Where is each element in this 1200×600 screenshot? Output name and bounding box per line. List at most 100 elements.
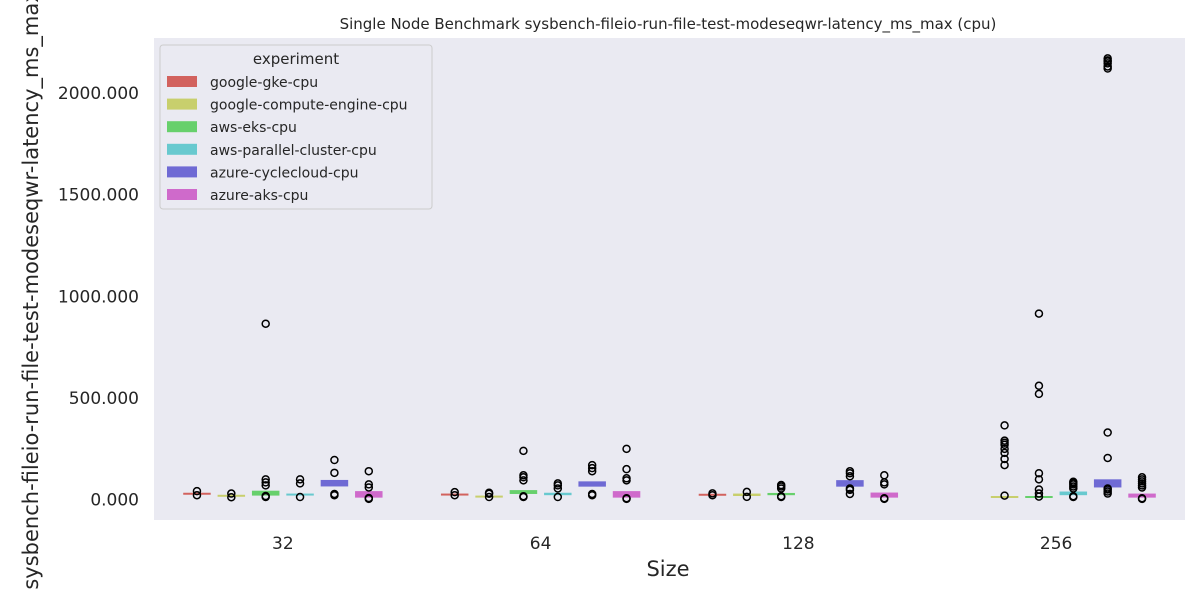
outlier-point (261, 491, 270, 501)
outlier-point (330, 455, 339, 465)
y-tick-label: 1000.000 (58, 287, 139, 307)
outlier-point (845, 484, 855, 493)
outlier-point (1034, 389, 1044, 399)
outlier-point (330, 489, 339, 499)
outlier-point (587, 463, 597, 473)
outlier-point (484, 488, 494, 497)
outlier-point (587, 489, 597, 499)
outlier-point (519, 476, 528, 485)
y-tick-label: 0.000 (90, 491, 139, 511)
legend-label: google-compute-engine-cpu (210, 98, 408, 114)
box-google-gke-cpu (698, 493, 727, 496)
chart-title: Single Node Benchmark sysbench-fileio-ru… (340, 15, 997, 34)
box-google-gke-cpu (440, 493, 469, 496)
outlier-point (776, 480, 786, 490)
outlier-point (1103, 62, 1112, 71)
outlier-point (1137, 473, 1147, 482)
x-axis-ticks: 32 64 128 256 (272, 534, 1072, 554)
outlier-point (1000, 448, 1009, 458)
outlier-point (450, 487, 459, 497)
outlier-point (622, 493, 631, 503)
outlier-point (519, 491, 528, 501)
outlier-point (364, 493, 374, 503)
box-plots (183, 54, 1156, 504)
legend-frame (159, 44, 433, 210)
legend: experiment google-gke-cpu google-compute-… (159, 44, 433, 210)
outlier-point (622, 474, 631, 483)
outlier-point (553, 484, 563, 493)
outlier-point (1034, 489, 1044, 498)
legend-swatch (167, 98, 197, 110)
outlier-point (845, 466, 855, 476)
outlier-point (1000, 491, 1009, 500)
outlier-point (1137, 493, 1147, 503)
outlier-point (192, 486, 202, 496)
legend-title: experiment (253, 50, 339, 68)
outlier-point (450, 490, 459, 500)
outlier-point (1034, 309, 1044, 318)
legend-label: google-gke-cpu (210, 75, 318, 91)
outlier-point (845, 472, 855, 481)
outlier-point (553, 479, 563, 488)
outlier-point (1103, 428, 1112, 437)
outlier-point (1000, 454, 1009, 464)
outlier-point (1034, 485, 1044, 494)
x-tick-label: 64 (530, 534, 552, 554)
outlier-point (330, 468, 339, 478)
outlier-point (227, 489, 236, 498)
y-tick-label: 1500.000 (58, 186, 139, 206)
outlier-point (1034, 381, 1044, 391)
outlier-point (1103, 484, 1112, 493)
legend-swatch (167, 121, 197, 133)
outlier-point (1000, 421, 1009, 430)
legend-items: google-gke-cpu google-compute-engine-cpu a… (167, 75, 408, 204)
legend-label: aws-eks-cpu (210, 120, 297, 136)
outlier-point (622, 444, 631, 454)
outlier-point (295, 492, 305, 502)
box-google-compute-engine-cpu (990, 496, 1019, 499)
outlier-point (1034, 468, 1044, 478)
outlier-point (1103, 54, 1112, 63)
outlier-point (261, 319, 270, 328)
box-azure-cyclecloud-cpu (320, 479, 349, 487)
outlier-point (1000, 460, 1009, 470)
outlier-point (261, 475, 270, 484)
outlier-point (880, 471, 889, 480)
outlier-point (364, 483, 374, 492)
outlier-point (1034, 475, 1044, 484)
legend-label: azure-cyclecloud-cpu (210, 165, 359, 181)
outlier-point (227, 492, 236, 502)
y-tick-label: 2000.000 (58, 84, 139, 104)
outlier-point (587, 466, 597, 476)
outlier-point (519, 471, 528, 480)
legend-swatch (167, 189, 197, 200)
box-azure-cyclecloud-cpu (578, 481, 606, 487)
y-axis-ticks: 0.000 500.000 1000.000 1500.000 2000.000 (58, 84, 139, 511)
y-tick-label: 500.000 (69, 389, 139, 409)
legend-swatch (167, 76, 197, 87)
box-aws-parallel-cluster-cpu (286, 493, 314, 496)
outlier-point (1103, 453, 1112, 463)
outlier-point (192, 490, 202, 500)
outlier-point (1069, 477, 1078, 487)
box-azure-cyclecloud-cpu (836, 480, 864, 487)
outlier-point (708, 489, 717, 498)
outlier-point (295, 475, 305, 484)
outlier-point (1000, 436, 1009, 445)
outlier-point (622, 464, 631, 474)
outlier-point (845, 489, 855, 499)
outlier-point (1000, 444, 1009, 454)
outlier-point (261, 481, 270, 490)
box-google-compute-engine-cpu (217, 494, 246, 497)
x-tick-label: 256 (1040, 534, 1072, 554)
outlier-point (587, 460, 597, 470)
outlier-point (261, 478, 270, 487)
x-tick-label: 128 (782, 534, 814, 554)
x-tick-label: 32 (272, 534, 294, 554)
legend-swatch (167, 166, 197, 178)
outlier-point (519, 446, 528, 456)
outlier-point (484, 492, 494, 502)
outlier-point (553, 492, 563, 502)
x-axis-label: Size (646, 557, 689, 581)
